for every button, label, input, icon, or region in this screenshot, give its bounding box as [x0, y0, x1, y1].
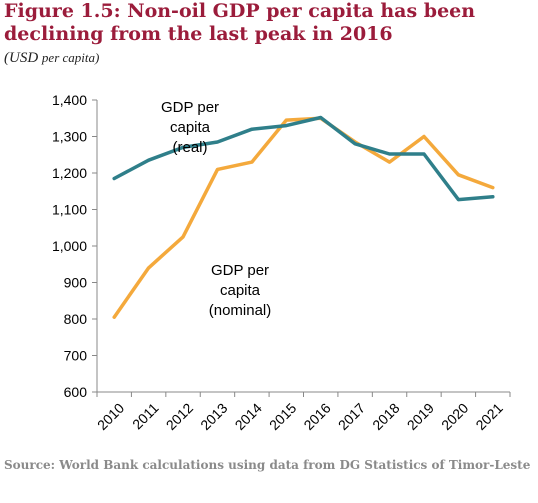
y-tick-label: 600 [64, 384, 88, 400]
data-point-gdp-per-capita-nominal [147, 266, 151, 270]
x-tick-label: 2019 [404, 400, 437, 433]
data-point-gdp-per-capita-real [456, 198, 460, 202]
series-label-line: capita [220, 282, 261, 299]
data-point-gdp-per-capita-nominal [422, 135, 426, 138]
axes: 600 700 800 900 1,000 1,100 1,200 1,300 1,400 201… [52, 92, 511, 433]
x-tick-label: 2015 [266, 400, 299, 433]
y-tick-label: 1,300 [52, 129, 87, 145]
data-point-gdp-per-capita-real [422, 152, 426, 156]
line-chart: 600 700 800 900 1,000 1,100 1,200 1,300 1,400 201… [52, 92, 511, 433]
x-tick-label: 2013 [197, 400, 230, 433]
data-point-gdp-per-capita-real [112, 176, 116, 180]
data-point-gdp-per-capita-real [215, 140, 219, 144]
data-point-gdp-per-capita-real [250, 127, 254, 131]
x-tick-label: 2018 [369, 400, 402, 433]
series-label-line: GDP per [211, 262, 269, 279]
data-point-gdp-per-capita-nominal [181, 235, 185, 239]
data-point-gdp-per-capita-nominal [215, 167, 219, 171]
data-point-gdp-per-capita-real [353, 142, 357, 146]
y-tick-label: 1,000 [52, 238, 87, 254]
data-point-gdp-per-capita-real [147, 158, 151, 162]
y-tick-label: 800 [64, 311, 88, 327]
x-tick-label: 2021 [472, 400, 505, 433]
y-tick-label: 700 [64, 348, 88, 364]
data-point-gdp-per-capita-real [181, 145, 185, 149]
x-tick-label: 2010 [94, 400, 127, 433]
x-tick-label: 2011 [129, 400, 162, 433]
data-point-gdp-per-capita-nominal [388, 160, 392, 164]
y-tick-label: 1,200 [52, 165, 87, 181]
chart-subtitle: (USD per capita) [4, 50, 99, 67]
subtitle-unit: per capita) [41, 50, 100, 65]
series-label-line: (nominal) [209, 302, 272, 319]
data-point-gdp-per-capita-real [388, 152, 392, 156]
series-label-line: (real) [172, 139, 207, 156]
x-tick-label: 2017 [335, 400, 368, 433]
data-point-gdp-per-capita-nominal [456, 173, 460, 177]
data-point-gdp-per-capita-nominal [112, 315, 116, 319]
source-note: Source: World Bank calculations using da… [4, 458, 531, 472]
series-labels: GDP per capita (real) GDP per capita (nominal… [161, 99, 271, 319]
y-tick-label: 1,400 [52, 92, 87, 108]
series-line-gdp-per-capita-real [112, 115, 495, 202]
chart-title: Figure 1.5: Non-oil GDP per capita has b… [4, 0, 476, 45]
subtitle-prefix: (USD [4, 50, 42, 66]
data-point-gdp-per-capita-nominal [250, 160, 254, 164]
series-label-line: capita [170, 119, 211, 136]
x-tick-label: 2012 [163, 400, 196, 433]
x-tick-label: 2014 [232, 400, 265, 433]
data-point-gdp-per-capita-real [319, 116, 323, 120]
data-point-gdp-per-capita-real [491, 195, 495, 199]
data-point-gdp-per-capita-real [284, 124, 288, 128]
data-point-gdp-per-capita-nominal [284, 118, 288, 122]
series-line-gdp-per-capita-nominal [112, 116, 495, 319]
x-tick-label: 2020 [438, 400, 471, 433]
x-tick-label: 2016 [300, 400, 333, 433]
y-tick-label: 900 [64, 275, 88, 291]
series-label-line: GDP per [161, 99, 219, 116]
series-layer [112, 115, 495, 319]
y-tick-label: 1,100 [52, 202, 87, 218]
data-point-gdp-per-capita-nominal [491, 186, 495, 190]
